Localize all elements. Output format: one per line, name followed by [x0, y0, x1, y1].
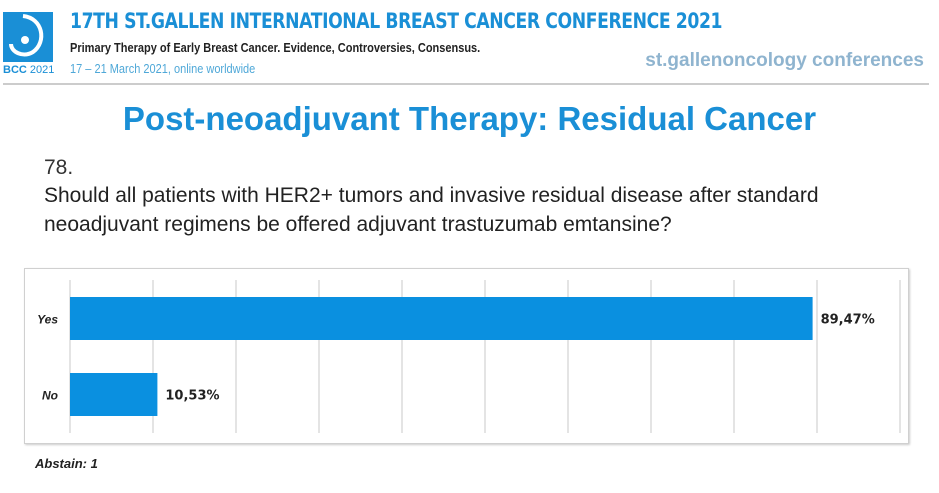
- abstain-count: Abstain: 1: [35, 456, 98, 471]
- bar-yes: [70, 297, 813, 340]
- logo-year: BCC 2021: [3, 64, 55, 76]
- question-number: 78.: [44, 156, 74, 179]
- bar-chart: Yes 89,47% No 10,53%: [24, 268, 909, 444]
- breast-logo-icon: [9, 14, 44, 57]
- slide-title: Post-neoadjuvant Therapy: Residual Cance…: [122, 100, 817, 137]
- conference-title: 17TH ST.GALLEN INTERNATIONAL BREAST CANC…: [70, 9, 723, 33]
- conference-dates: 17 – 21 March 2021, online worldwide: [70, 62, 256, 76]
- st-gallen-oncology-logo: st.gallenoncology conferences: [645, 50, 924, 71]
- bcc-logo: [3, 12, 53, 62]
- data-label: 10,53%: [165, 389, 219, 404]
- data-label: 89,47%: [821, 313, 875, 328]
- category-label: No: [42, 389, 58, 403]
- question-text: Should all patients with HER2+ tumors an…: [44, 184, 819, 236]
- header-divider: [3, 83, 929, 85]
- conference-subtitle: Primary Therapy of Early Breast Cancer. …: [70, 41, 481, 55]
- bar-no: [70, 373, 158, 416]
- chart-svg: Yes 89,47% No 10,53%: [37, 280, 901, 433]
- category-label: Yes: [37, 313, 58, 327]
